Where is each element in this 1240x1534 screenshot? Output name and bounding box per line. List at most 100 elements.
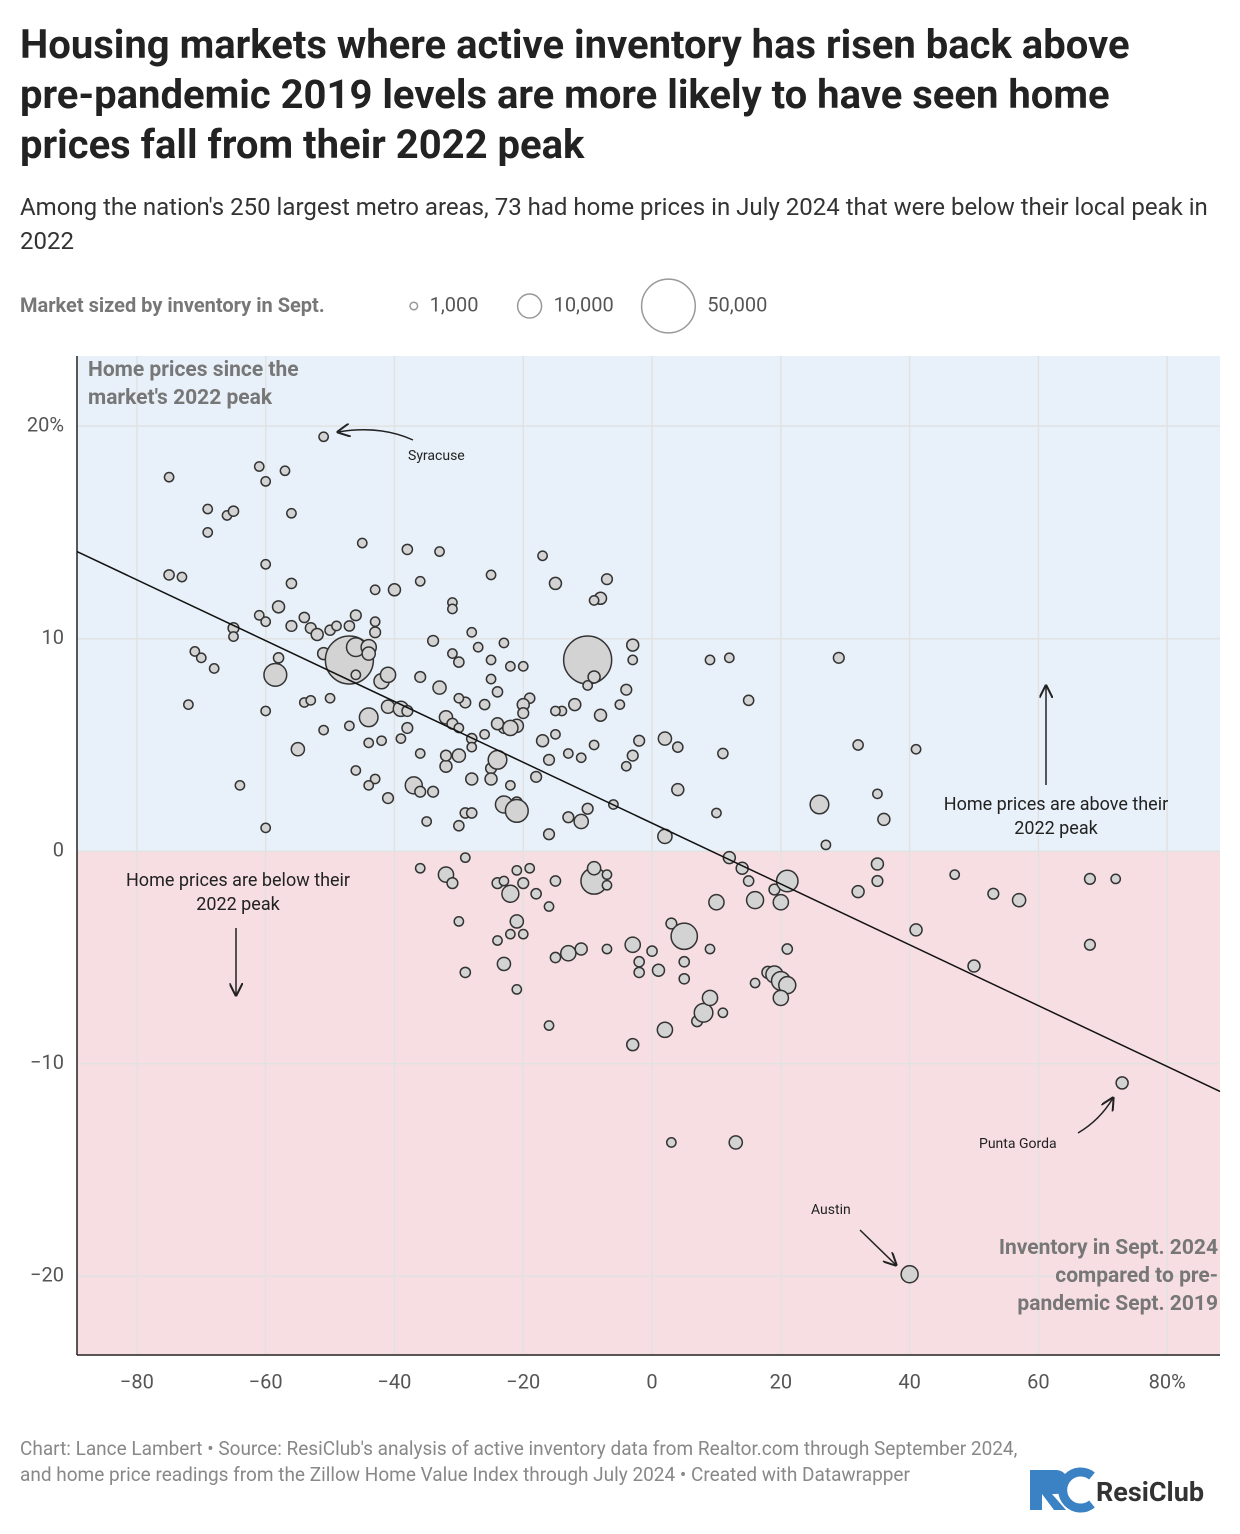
bubble: [627, 654, 639, 666]
bubble: [671, 741, 684, 753]
bubble: [202, 503, 214, 515]
bubble: [678, 972, 691, 985]
bubble: [745, 890, 765, 910]
bubble: [395, 733, 407, 744]
bubble: [379, 666, 397, 684]
bubble: [575, 752, 587, 764]
bubble: [542, 753, 556, 766]
bubble: [446, 877, 459, 890]
bubble: [549, 875, 562, 887]
annotation: Punta Gorda: [979, 1136, 1057, 1152]
bubble: [453, 819, 465, 832]
bubble: [195, 652, 207, 664]
bubble: [414, 575, 426, 587]
bubble: [568, 697, 582, 712]
bubble: [1083, 872, 1097, 885]
bubble: [501, 884, 520, 903]
bubble: [717, 747, 729, 760]
bubble: [349, 609, 362, 622]
bubble: [290, 741, 306, 757]
bubble: [260, 616, 272, 628]
bubble: [646, 945, 658, 957]
bubble: [478, 698, 491, 711]
bubble: [517, 928, 529, 940]
bubble: [459, 966, 472, 979]
bubble: [910, 743, 922, 755]
bubble: [253, 461, 265, 472]
bubble: [350, 765, 362, 776]
bubble: [909, 923, 923, 937]
bubble: [350, 669, 362, 681]
negative-region: [77, 851, 1220, 1355]
bubble: [704, 943, 716, 955]
bubble: [432, 680, 447, 695]
bubble: [588, 595, 600, 606]
bubble: [439, 759, 453, 773]
legend-title: Market sized by inventory in Sept.: [20, 293, 325, 317]
x-tick-label: 80%: [1149, 1369, 1186, 1393]
bubble: [485, 673, 497, 685]
bubble: [588, 739, 600, 751]
subtitle: Among the nation's 250 largest metro are…: [20, 193, 1208, 255]
x-tick-label: 20: [770, 1369, 792, 1393]
bubble: [877, 812, 891, 827]
bubble: [260, 705, 272, 717]
legend-label: 10,000: [554, 292, 614, 316]
bubble: [625, 1037, 640, 1052]
bubble: [466, 741, 478, 753]
bubble: [537, 550, 548, 562]
bubble: [272, 651, 285, 664]
bubble: [723, 652, 735, 664]
bubble: [426, 785, 440, 798]
bubble: [434, 546, 445, 557]
bubble: [601, 869, 613, 881]
bubble: [511, 984, 523, 995]
bubble: [387, 583, 402, 597]
bubble: [550, 728, 561, 740]
bubble: [586, 860, 602, 876]
bubble: [1110, 873, 1122, 885]
bubble: [504, 779, 516, 791]
bubble: [208, 663, 220, 674]
bubble: [285, 619, 298, 633]
bubble: [573, 813, 590, 830]
bubble: [711, 807, 722, 819]
bubble: [701, 989, 719, 1007]
bubble: [728, 1135, 744, 1150]
bubble: [562, 811, 575, 824]
bubble: [504, 928, 516, 940]
bubble: [369, 584, 381, 596]
bubble: [601, 943, 613, 955]
bubble: [581, 802, 594, 815]
bubble: [693, 1002, 714, 1023]
bubble: [593, 708, 608, 722]
bubble: [633, 966, 646, 979]
bubble: [600, 573, 614, 586]
title: Housing markets where active inventory h…: [20, 21, 1130, 168]
bubble: [279, 465, 291, 477]
bubble: [1011, 892, 1027, 908]
bubble: [318, 724, 330, 736]
bubble: [459, 852, 471, 864]
bubble: [625, 638, 640, 652]
bubble: [543, 901, 555, 912]
annotation: Austin: [811, 1202, 851, 1218]
y-tick-label: 10: [42, 625, 64, 649]
bubble: [183, 699, 194, 710]
bubble: [234, 779, 246, 791]
bubble: [587, 670, 601, 684]
bubble: [656, 1021, 674, 1039]
y-tick-label: −20: [30, 1263, 64, 1287]
bubble: [772, 893, 790, 911]
bubble: [626, 749, 639, 762]
x-tick-label: −60: [249, 1369, 283, 1393]
y-tick-label: −10: [30, 1050, 64, 1074]
bubble: [967, 959, 981, 973]
bubble: [601, 879, 613, 891]
x-axis-label: Inventory in Sept. 2024 compared to pre-…: [998, 1236, 1218, 1316]
x-tick-label: −20: [506, 1369, 540, 1393]
bubble: [504, 660, 516, 672]
bubble: [361, 646, 377, 661]
footer: Chart: Lance Lambert • Source: ResiClub'…: [20, 1437, 1018, 1486]
